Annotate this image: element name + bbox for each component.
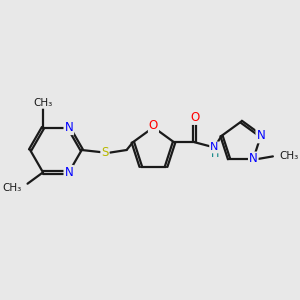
Text: N: N: [249, 152, 258, 166]
Text: CH₃: CH₃: [279, 152, 298, 161]
Text: N: N: [64, 166, 73, 179]
Text: N: N: [64, 121, 73, 134]
Text: O: O: [149, 119, 158, 132]
Text: N: N: [210, 142, 218, 152]
Text: CH₃: CH₃: [33, 98, 52, 108]
Text: CH₃: CH₃: [2, 183, 21, 193]
Text: S: S: [101, 146, 109, 159]
Text: H: H: [211, 149, 220, 159]
Text: N: N: [256, 129, 265, 142]
Text: O: O: [190, 111, 199, 124]
